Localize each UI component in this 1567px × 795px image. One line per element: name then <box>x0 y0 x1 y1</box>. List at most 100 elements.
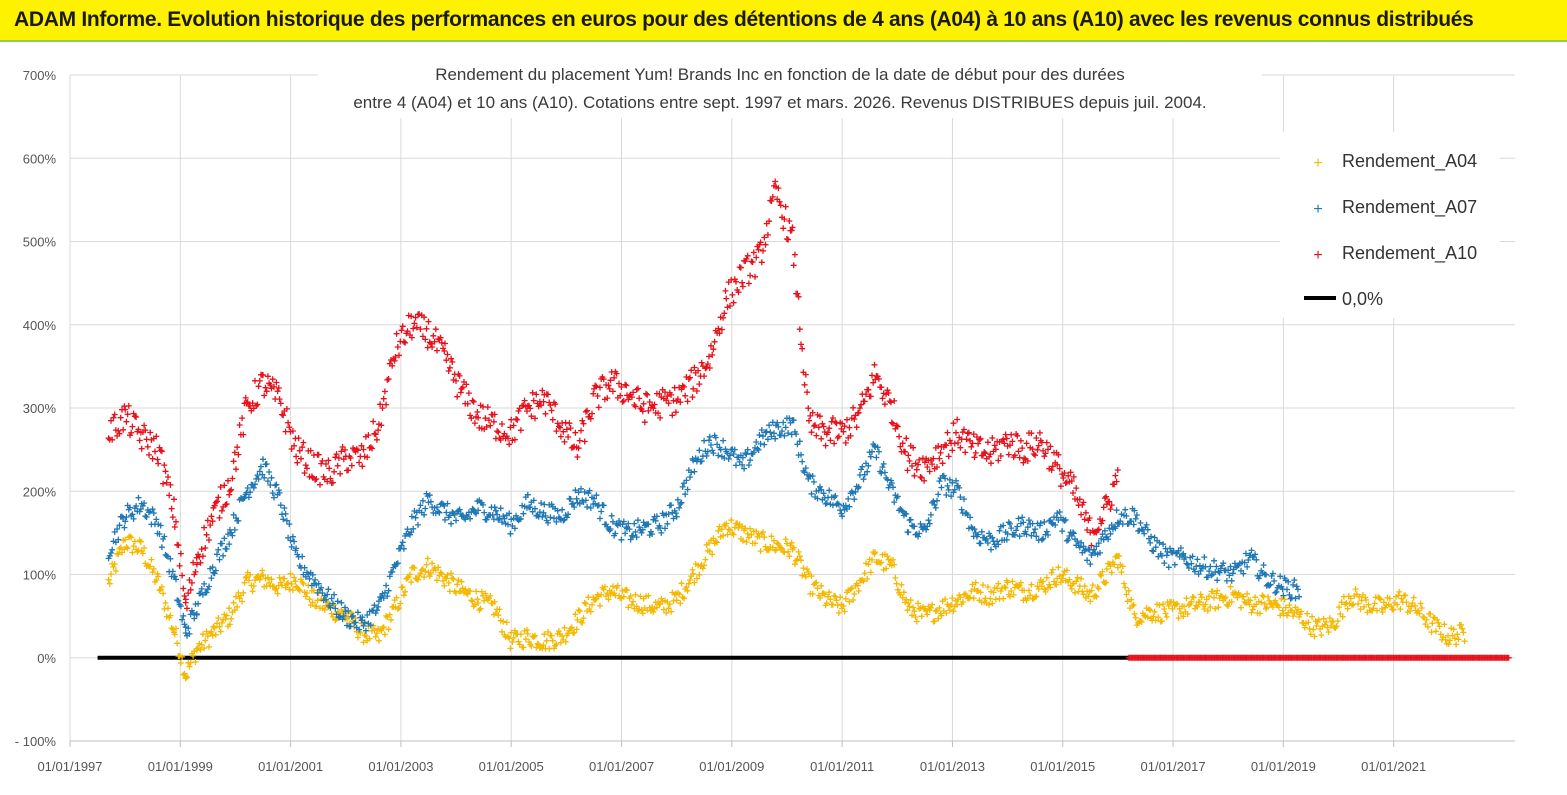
a10-point <box>392 354 399 360</box>
a04-point <box>1378 605 1385 612</box>
a10-point <box>487 422 494 429</box>
a10-point <box>682 392 689 399</box>
a04-point <box>800 565 807 572</box>
a04-point <box>817 595 823 601</box>
a10-point <box>916 456 923 463</box>
a10-point <box>1088 542 1095 549</box>
a10-point <box>152 448 158 455</box>
a10-point <box>315 451 322 458</box>
a10-point <box>283 405 290 412</box>
a04-point <box>1177 610 1184 617</box>
a04-point <box>329 613 336 620</box>
a10-point <box>709 352 716 358</box>
a10-point <box>345 467 352 474</box>
a10-point <box>780 225 787 232</box>
a07-point <box>266 469 273 475</box>
x-tick-label: 01/01/2015 <box>1030 759 1095 774</box>
a07-point <box>618 536 625 543</box>
a10-point <box>463 381 470 388</box>
a04-point <box>1197 591 1204 598</box>
a07-point <box>911 523 918 530</box>
a10-point <box>842 439 849 446</box>
a04-point <box>276 574 283 581</box>
a04-point <box>228 615 235 622</box>
a04-point <box>1416 610 1423 617</box>
a10-point <box>560 428 567 435</box>
a10-point <box>528 413 535 420</box>
a10-point <box>672 409 679 416</box>
a10-point <box>236 422 243 428</box>
a07-point <box>1063 537 1070 544</box>
a04-point <box>635 607 641 614</box>
a07-point <box>855 483 862 490</box>
a04-point <box>362 633 369 640</box>
a10-point <box>628 394 635 401</box>
a04-point <box>913 618 920 625</box>
a07-point <box>842 502 849 509</box>
a10-point <box>870 379 877 386</box>
a04-point <box>1278 595 1285 602</box>
a10-point <box>620 397 627 404</box>
a07-point <box>534 512 541 519</box>
a10-point <box>207 522 214 529</box>
a07-point <box>1272 589 1279 596</box>
a04-point <box>735 525 742 531</box>
a04-point <box>469 598 476 605</box>
a07-point <box>156 531 163 537</box>
a10-point <box>808 429 815 436</box>
a04-point <box>1266 597 1273 604</box>
a10-point <box>788 227 795 234</box>
a04-point <box>1123 591 1130 598</box>
a10-point <box>529 389 536 396</box>
y-tick-label: - 100% <box>15 734 57 749</box>
a07-point <box>116 522 123 529</box>
a04-point <box>1147 607 1154 614</box>
a10-point <box>446 364 453 371</box>
a10-point <box>295 435 302 442</box>
a10-point <box>813 432 820 439</box>
a10-point <box>807 412 814 419</box>
a10-point <box>484 404 491 411</box>
a07-point <box>1099 531 1106 538</box>
a10-point <box>471 420 478 427</box>
a07-point <box>367 622 374 629</box>
a04-point <box>510 634 517 641</box>
a04-point <box>549 637 556 644</box>
a04-point <box>127 533 133 540</box>
a10-point <box>727 303 733 309</box>
a07-point <box>1185 565 1192 571</box>
a04-point <box>245 577 252 584</box>
a10-point <box>815 424 822 431</box>
a07-point <box>1132 515 1139 522</box>
a04-point <box>663 609 670 616</box>
a10-point <box>782 203 789 210</box>
a07-point <box>625 520 632 527</box>
a10-point <box>581 438 588 445</box>
a07-point <box>881 469 888 476</box>
a07-point <box>926 520 933 527</box>
a07-point <box>932 504 939 511</box>
a07-point <box>565 511 572 518</box>
a10-point <box>427 340 434 347</box>
a07-point <box>276 489 283 496</box>
a10-point <box>730 299 737 306</box>
a04-point <box>1290 613 1297 620</box>
a04-point <box>503 619 510 626</box>
a10-point <box>997 453 1004 459</box>
a04-point <box>691 579 698 586</box>
a04-point <box>1116 553 1123 559</box>
a07-point <box>1004 530 1011 537</box>
a07-point <box>1105 536 1112 543</box>
a07-point <box>540 509 547 516</box>
a04-point <box>689 566 696 573</box>
a04-point <box>990 589 997 596</box>
a07-point <box>768 433 775 440</box>
a10-point <box>804 389 811 396</box>
a10-point <box>688 367 695 374</box>
a04-point <box>310 587 317 594</box>
a04-point <box>260 572 266 578</box>
a07-point <box>492 507 499 514</box>
a07-point <box>256 468 263 475</box>
a04-point <box>1059 575 1066 582</box>
a10-point <box>910 444 917 451</box>
